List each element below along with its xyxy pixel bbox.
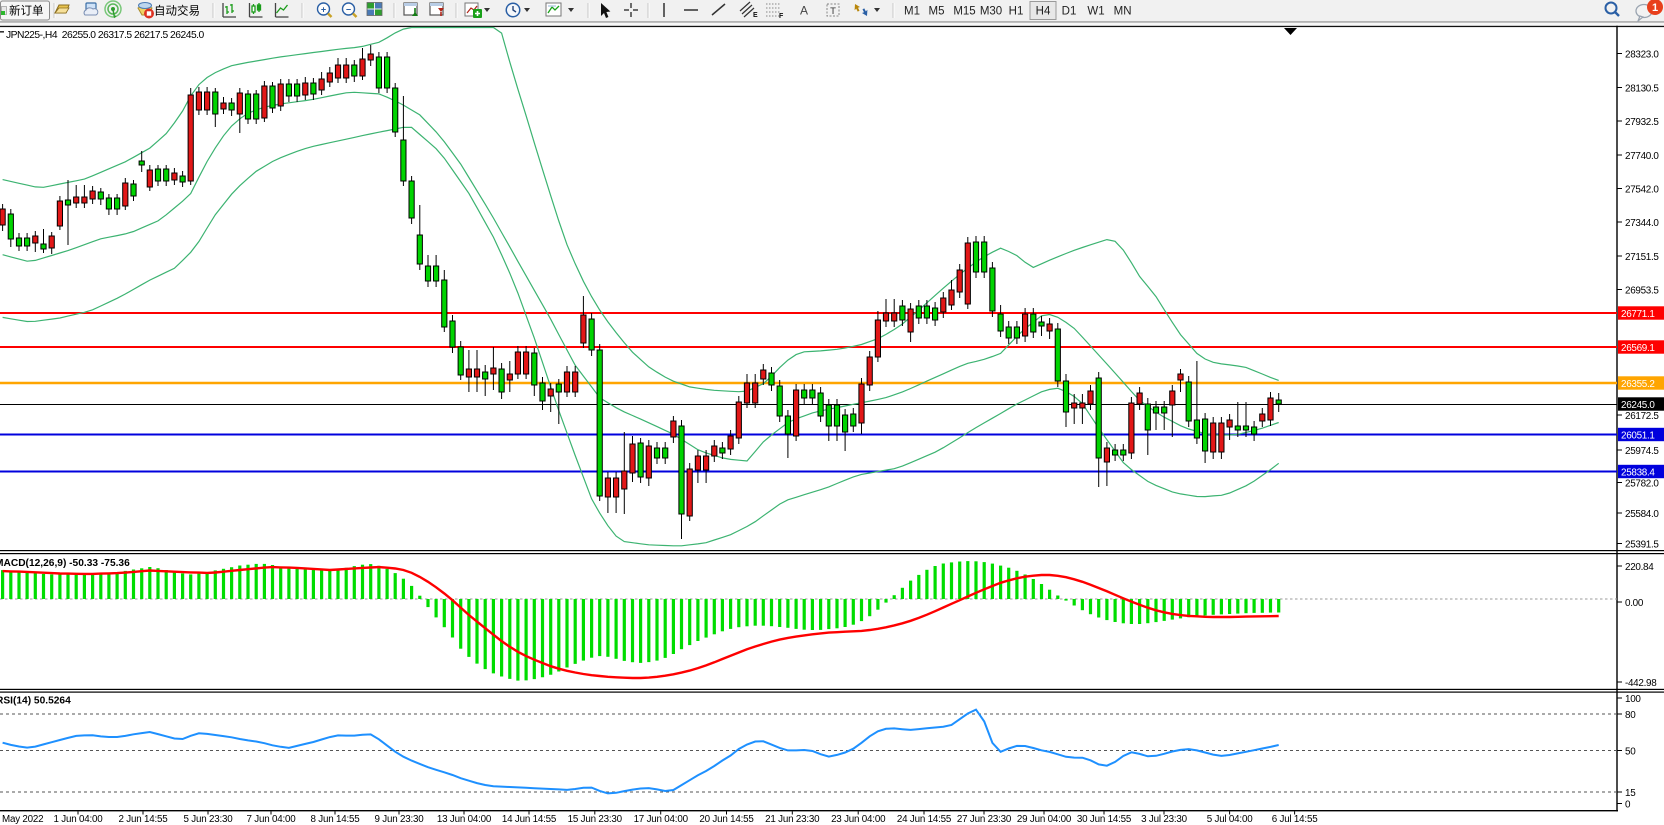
svg-text:25584.0: 25584.0 (1625, 509, 1659, 520)
svg-text:15 Jun 23:30: 15 Jun 23:30 (568, 814, 623, 825)
svg-text:29 Jun 04:00: 29 Jun 04:00 (1017, 814, 1072, 825)
svg-text:D1: D1 (1062, 6, 1077, 18)
svg-text:20 Jun 14:55: 20 Jun 14:55 (699, 814, 754, 825)
svg-text:MACD(12,26,9) -50.33 -75.36: MACD(12,26,9) -50.33 -75.36 (0, 558, 130, 569)
svg-text:27542.0: 27542.0 (1625, 184, 1659, 195)
svg-text:F: F (779, 13, 784, 20)
svg-text:MN: MN (1114, 6, 1132, 18)
svg-text:26355.2: 26355.2 (1621, 379, 1655, 390)
svg-text:自动交易: 自动交易 (154, 4, 200, 18)
svg-text:RSI(14) 50.5264: RSI(14) 50.5264 (0, 696, 71, 707)
svg-text:M1: M1 (904, 6, 920, 18)
svg-text:26771.1: 26771.1 (1621, 309, 1655, 320)
svg-text:9 Jun 23:30: 9 Jun 23:30 (374, 814, 424, 825)
svg-text:28323.0: 28323.0 (1625, 49, 1659, 60)
svg-text:1 Jun 04:00: 1 Jun 04:00 (53, 814, 103, 825)
svg-text:17 Jun 04:00: 17 Jun 04:00 (634, 814, 689, 825)
svg-text:W1: W1 (1087, 6, 1104, 18)
svg-text:6 Jul 14:55: 6 Jul 14:55 (1272, 814, 1318, 825)
svg-text:0.00: 0.00 (1625, 598, 1644, 609)
svg-text:25782.0: 25782.0 (1625, 478, 1659, 489)
svg-text:27 Jun 23:30: 27 Jun 23:30 (957, 814, 1012, 825)
svg-text:23 Jun 04:00: 23 Jun 04:00 (831, 814, 886, 825)
svg-text:28130.5: 28130.5 (1625, 83, 1659, 94)
svg-text:5 Jun 23:30: 5 Jun 23:30 (183, 814, 233, 825)
svg-text:25391.5: 25391.5 (1625, 539, 1659, 550)
svg-text:7 Jun 04:00: 7 Jun 04:00 (246, 814, 296, 825)
svg-text:25838.4: 25838.4 (1621, 467, 1655, 478)
svg-text:H4: H4 (1036, 6, 1051, 18)
svg-text:27151.5: 27151.5 (1625, 252, 1659, 263)
svg-text:26953.5: 26953.5 (1625, 285, 1659, 296)
svg-text:M15: M15 (953, 6, 975, 18)
svg-text:80: 80 (1625, 710, 1636, 721)
svg-text:13 Jun 04:00: 13 Jun 04:00 (437, 814, 492, 825)
svg-text:25974.5: 25974.5 (1625, 446, 1659, 457)
svg-text:0: 0 (1625, 799, 1631, 810)
svg-text:−: − (346, 4, 351, 14)
svg-text:新订单: 新订单 (9, 4, 44, 18)
svg-text:27932.5: 27932.5 (1625, 117, 1659, 128)
svg-text:JPN225-,H4 26255.0 26317.5 26: JPN225-,H4 26255.0 26317.5 26217.5 26245… (6, 30, 205, 41)
svg-text:H1: H1 (1009, 6, 1024, 18)
svg-text:26172.5: 26172.5 (1625, 411, 1659, 422)
svg-text:M5: M5 (929, 6, 945, 18)
svg-text:-442.98: -442.98 (1625, 678, 1657, 689)
svg-text:T: T (830, 6, 836, 17)
svg-text:E: E (753, 12, 758, 19)
svg-text:21 Jun 23:30: 21 Jun 23:30 (765, 814, 820, 825)
svg-text:A: A (800, 4, 808, 18)
svg-text:8 Jun 14:55: 8 Jun 14:55 (310, 814, 360, 825)
svg-text:May 2022: May 2022 (2, 814, 43, 825)
svg-text:26051.1: 26051.1 (1621, 430, 1655, 441)
svg-text:26569.1: 26569.1 (1621, 343, 1655, 354)
svg-text:15: 15 (1625, 788, 1636, 799)
svg-text:27740.0: 27740.0 (1625, 151, 1659, 162)
svg-text:24 Jun 14:55: 24 Jun 14:55 (897, 814, 952, 825)
svg-text:27344.0: 27344.0 (1625, 218, 1659, 229)
svg-text:30 Jun 14:55: 30 Jun 14:55 (1077, 814, 1132, 825)
svg-text:5 Jul 04:00: 5 Jul 04:00 (1207, 814, 1253, 825)
svg-text:M30: M30 (980, 6, 1002, 18)
svg-text:14 Jun 14:55: 14 Jun 14:55 (502, 814, 557, 825)
svg-text:+: + (321, 4, 326, 14)
svg-text:3 Jul 23:30: 3 Jul 23:30 (1141, 814, 1187, 825)
svg-text:220.84: 220.84 (1625, 562, 1654, 573)
svg-text:26245.0: 26245.0 (1621, 400, 1655, 411)
svg-text:100: 100 (1625, 694, 1641, 705)
svg-text:1: 1 (1652, 2, 1658, 14)
svg-text:50: 50 (1625, 746, 1636, 757)
svg-text:2 Jun 14:55: 2 Jun 14:55 (118, 814, 168, 825)
